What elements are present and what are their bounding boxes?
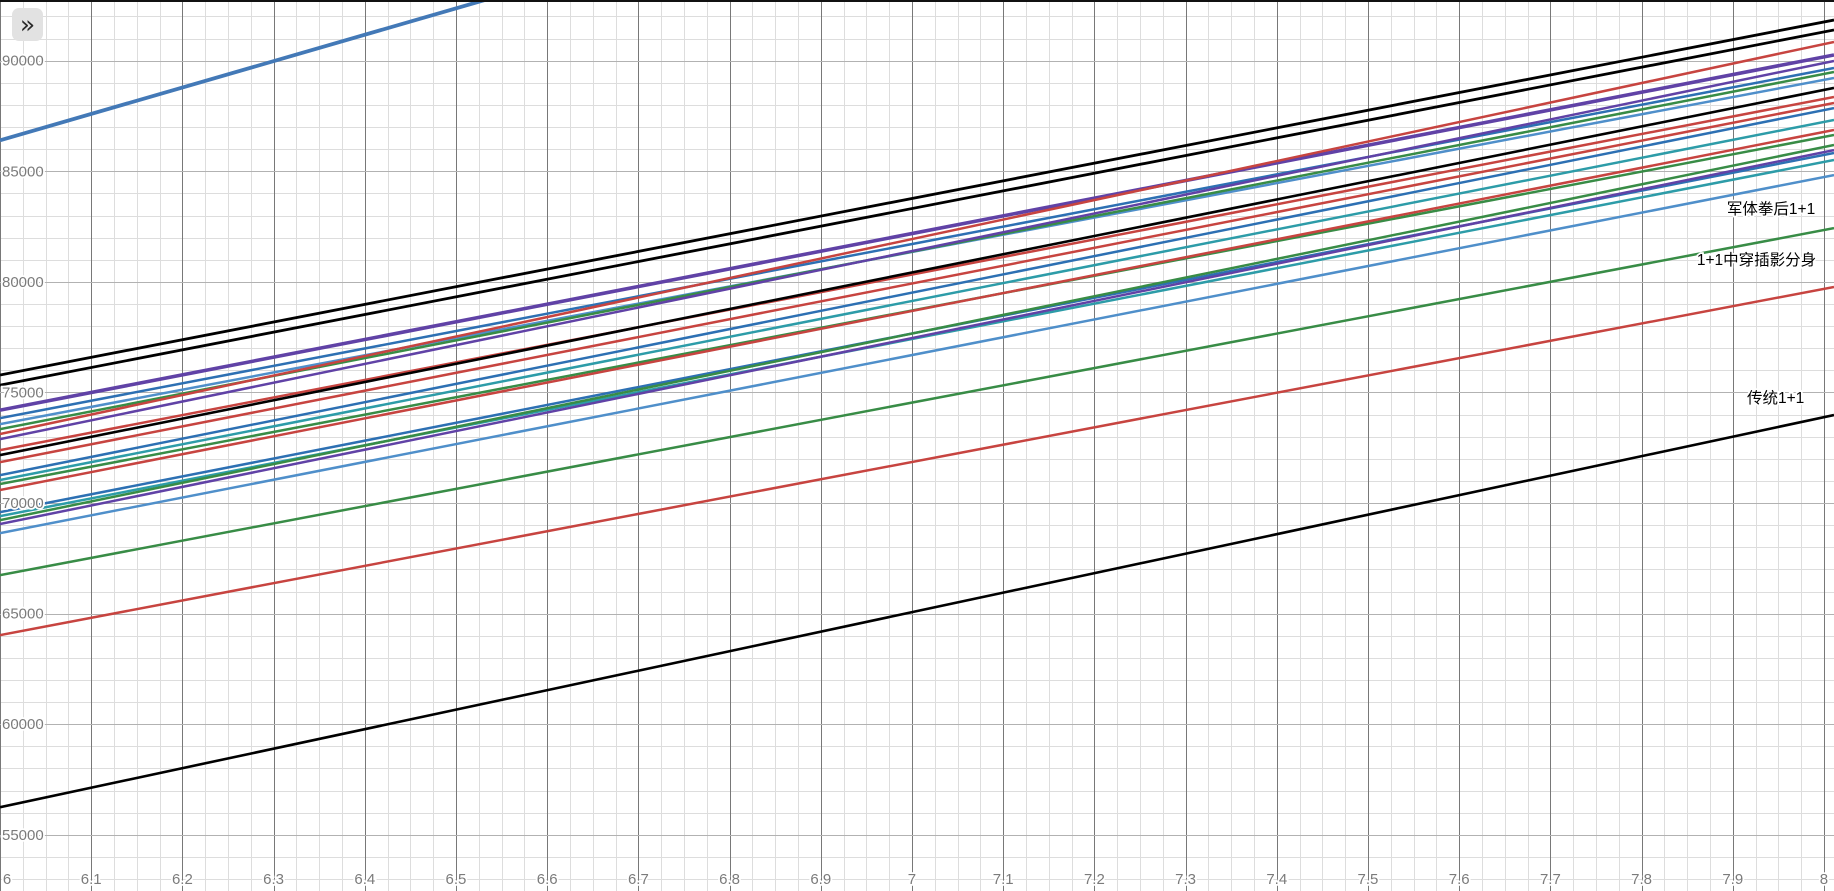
x-axis-tick-label: 7.4: [1266, 871, 1287, 888]
x-axis-tick-label: 6.4: [354, 871, 375, 888]
curve-purple[interactable]: [0, 59, 1834, 441]
y-axis-tick-label: 85000: [2, 163, 44, 180]
x-axis-tick-label: 6.7: [628, 871, 649, 888]
y-axis-tick-label: 90000: [2, 53, 44, 70]
curve-steel[interactable]: [0, 0, 1834, 143]
curve-red[interactable]: [0, 101, 1834, 464]
curve-black[interactable]: [0, 413, 1834, 809]
curve-red[interactable]: [0, 95, 1834, 452]
x-axis-tick-label: 7.3: [1175, 871, 1196, 888]
curve-red[interactable]: [0, 128, 1834, 492]
x-axis-tick-label: 6.8: [719, 871, 740, 888]
y-axis-tick-label: 60000: [2, 716, 44, 733]
curve-blue[interactable]: [0, 106, 1834, 477]
curve-purple[interactable]: [0, 53, 1834, 412]
curve-red[interactable]: [0, 285, 1834, 637]
curve-label: 军体拳后1+1: [1727, 200, 1815, 218]
y-axis-tick-label: 55000: [2, 827, 44, 844]
x-axis-tick-label: 7.5: [1358, 871, 1379, 888]
x-axis-tick-label: 6.3: [263, 871, 284, 888]
curve-label: 1+1中穿插影分身: [1697, 251, 1816, 269]
double-chevron-right-icon: »: [19, 9, 36, 39]
y-axis-tick-label: 70000: [2, 495, 44, 512]
curve-red[interactable]: [0, 40, 1834, 436]
x-axis-tick-label: 7.7: [1540, 871, 1561, 888]
x-axis-tick-label: 7.1: [993, 871, 1014, 888]
x-axis-tick-label: 6: [3, 871, 11, 888]
x-axis-tick-label: 8: [1820, 871, 1828, 888]
curve-black[interactable]: [0, 28, 1834, 387]
curve-label: 传统1+1: [1747, 389, 1804, 407]
screen-top-edge: [0, 0, 1834, 2]
curve-black[interactable]: [0, 18, 1834, 377]
curve-blue[interactable]: [0, 66, 1834, 420]
curve-lightblue[interactable]: [0, 173, 1834, 535]
curve-black[interactable]: [0, 86, 1834, 457]
x-axis-tick-label: 7.6: [1449, 871, 1470, 888]
y-axis-tick-label: 75000: [2, 384, 44, 401]
x-axis-tick-label: 6.1: [81, 871, 102, 888]
x-axis-tick-label: 6.2: [172, 871, 193, 888]
y-axis-tick-label: 65000: [2, 606, 44, 623]
x-axis-tick-label: 7.8: [1631, 871, 1652, 888]
curve-teal[interactable]: [0, 118, 1834, 482]
x-axis-tick-label: 6.5: [446, 871, 467, 888]
expand-expression-panel-button[interactable]: »: [12, 8, 43, 41]
x-axis-tick-label: 7.2: [1084, 871, 1105, 888]
curve-green[interactable]: [0, 226, 1834, 577]
curve-purple[interactable]: [0, 148, 1834, 526]
x-axis-tick-label: 6.6: [537, 871, 558, 888]
y-axis-tick-label: 80000: [2, 274, 44, 291]
x-axis-tick-label: 6.9: [810, 871, 831, 888]
curve-green[interactable]: [0, 143, 1834, 522]
x-axis-tick-label: 7.9: [1722, 871, 1743, 888]
x-axis-tick-label: 7: [908, 871, 916, 888]
